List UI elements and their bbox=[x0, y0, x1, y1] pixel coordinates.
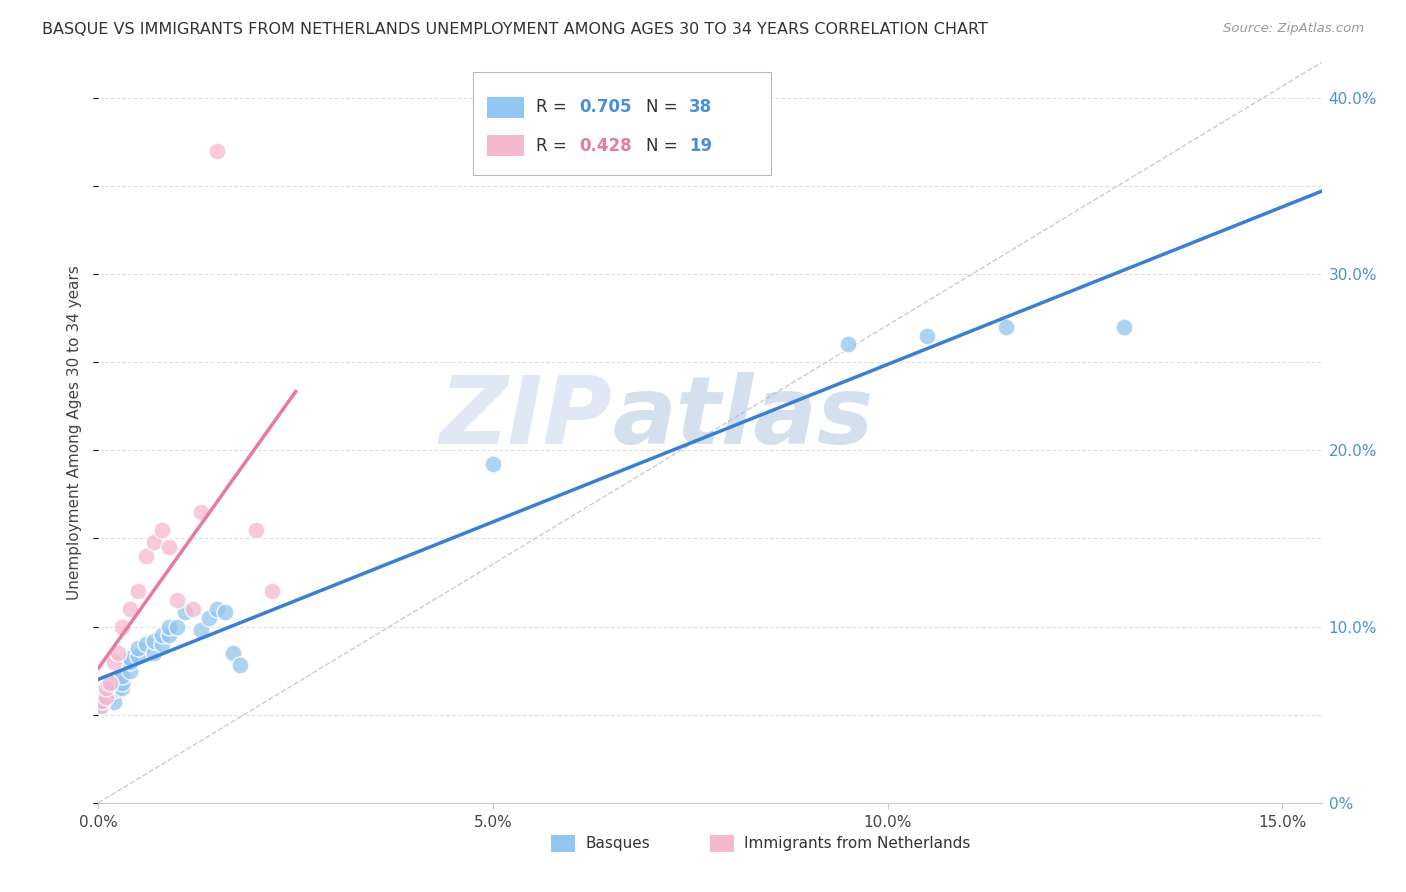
Point bbox=[90, 698, 112, 713]
Point bbox=[205, 602, 228, 616]
Point bbox=[107, 673, 129, 687]
Text: BASQUE VS IMMIGRANTS FROM NETHERLANDS UNEMPLOYMENT AMONG AGES 30 TO 34 YEARS COR: BASQUE VS IMMIGRANTS FROM NETHERLANDS UN… bbox=[42, 22, 988, 37]
Point bbox=[96, 686, 118, 700]
Point bbox=[174, 606, 197, 620]
FancyBboxPatch shape bbox=[710, 836, 734, 852]
FancyBboxPatch shape bbox=[551, 836, 575, 852]
Point bbox=[142, 633, 165, 648]
Text: Source: ZipAtlas.com: Source: ZipAtlas.com bbox=[1223, 22, 1364, 36]
Text: atlas: atlas bbox=[612, 372, 873, 464]
Point bbox=[837, 337, 859, 351]
Point bbox=[260, 584, 283, 599]
Point bbox=[181, 602, 204, 616]
Text: 38: 38 bbox=[689, 98, 713, 116]
Text: R =: R = bbox=[536, 136, 572, 154]
Y-axis label: Unemployment Among Ages 30 to 34 years: Unemployment Among Ages 30 to 34 years bbox=[67, 265, 83, 600]
Text: N =: N = bbox=[647, 98, 683, 116]
Point bbox=[103, 683, 125, 698]
Text: 0.428: 0.428 bbox=[579, 136, 631, 154]
Point bbox=[118, 651, 141, 665]
Point bbox=[107, 681, 129, 696]
FancyBboxPatch shape bbox=[488, 136, 524, 156]
Point bbox=[166, 593, 188, 607]
Point bbox=[214, 606, 236, 620]
Point bbox=[111, 669, 134, 683]
Point bbox=[205, 144, 228, 158]
Point bbox=[91, 698, 114, 713]
Point bbox=[98, 685, 121, 699]
Point bbox=[98, 676, 121, 690]
Point bbox=[229, 658, 252, 673]
Point bbox=[994, 319, 1017, 334]
Text: N =: N = bbox=[647, 136, 683, 154]
Point bbox=[118, 655, 141, 669]
Text: 0.705: 0.705 bbox=[579, 98, 631, 116]
Point bbox=[142, 646, 165, 660]
Point bbox=[221, 646, 243, 660]
Point bbox=[96, 690, 118, 704]
Point bbox=[150, 523, 173, 537]
Text: R =: R = bbox=[536, 98, 572, 116]
Point bbox=[159, 628, 181, 642]
FancyBboxPatch shape bbox=[472, 72, 772, 175]
Point bbox=[482, 458, 505, 472]
Point bbox=[1114, 319, 1136, 334]
Point bbox=[103, 676, 125, 690]
Text: ZIP: ZIP bbox=[439, 372, 612, 464]
Point bbox=[135, 549, 157, 563]
Point bbox=[111, 676, 134, 690]
Point bbox=[118, 602, 141, 616]
Point bbox=[111, 681, 134, 696]
Point bbox=[198, 610, 221, 624]
Point bbox=[96, 693, 118, 707]
Text: 19: 19 bbox=[689, 136, 713, 154]
Point bbox=[107, 646, 129, 660]
Point bbox=[190, 505, 212, 519]
Point bbox=[98, 690, 121, 704]
FancyBboxPatch shape bbox=[488, 97, 524, 118]
Point bbox=[103, 655, 125, 669]
Point bbox=[245, 523, 267, 537]
Point bbox=[96, 681, 118, 696]
Point bbox=[127, 584, 149, 599]
Point bbox=[190, 623, 212, 637]
Text: Immigrants from Netherlands: Immigrants from Netherlands bbox=[744, 836, 970, 851]
Point bbox=[166, 619, 188, 633]
Point bbox=[103, 695, 125, 709]
Point bbox=[915, 328, 938, 343]
Point bbox=[159, 540, 181, 554]
Point bbox=[91, 693, 114, 707]
Point bbox=[150, 628, 173, 642]
Point bbox=[111, 619, 134, 633]
Text: Basques: Basques bbox=[585, 836, 650, 851]
Point bbox=[150, 637, 173, 651]
Point bbox=[135, 637, 157, 651]
Point bbox=[127, 649, 149, 664]
Point bbox=[142, 535, 165, 549]
Point bbox=[127, 640, 149, 655]
Point bbox=[159, 619, 181, 633]
Point bbox=[118, 664, 141, 678]
